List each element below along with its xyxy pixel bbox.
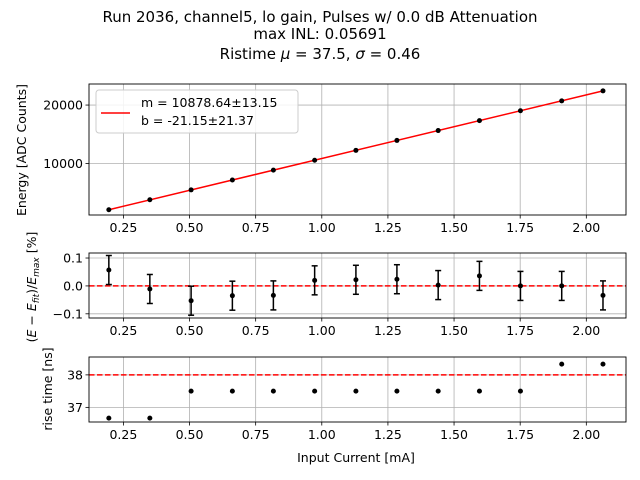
x-tick-label: 1.00 xyxy=(308,323,336,338)
y-tick-label: 20000 xyxy=(43,98,83,113)
data-point xyxy=(435,388,441,394)
data-point xyxy=(559,98,565,104)
data-point xyxy=(600,88,606,94)
x-tick-label: 1.50 xyxy=(440,323,468,338)
data-point xyxy=(270,292,276,298)
data-point xyxy=(106,207,112,213)
x-tick-label: 0.50 xyxy=(176,323,204,338)
data-point xyxy=(394,388,400,394)
risetime-panel: 0.25 0.50 0.75 1.00 1.25 1.50 1.75 2.00 37 38 xyxy=(67,356,627,442)
x-tick-label: 1.50 xyxy=(440,220,468,235)
legend: m = 10878.64±13.15 b = -21.15±21.37 xyxy=(95,89,299,134)
x-tick-label: 0.75 xyxy=(242,427,270,442)
data-point xyxy=(435,282,441,288)
data-point xyxy=(188,298,194,304)
data-point xyxy=(353,277,359,283)
y-tick-label: 0.0 xyxy=(63,278,83,293)
data-point xyxy=(353,147,359,153)
y-tick-label: 0.1 xyxy=(63,251,83,266)
data-point xyxy=(517,283,523,289)
data-point xyxy=(106,415,112,421)
data-point xyxy=(476,273,482,279)
data-point xyxy=(312,277,318,283)
x-tick-label: 1.75 xyxy=(506,220,534,235)
data-point xyxy=(559,283,565,289)
data-point xyxy=(312,157,318,163)
data-point xyxy=(270,388,276,394)
data-point xyxy=(559,361,565,367)
x-tick-label: 0.75 xyxy=(242,323,270,338)
axes-frame xyxy=(88,252,627,319)
x-tick-label: 1.00 xyxy=(308,220,336,235)
x-tick-label: 1.75 xyxy=(506,323,534,338)
data-point xyxy=(147,286,153,292)
x-tick-label: 0.25 xyxy=(109,427,137,442)
residual-ylabel: (E − Efit)/Emax [%] xyxy=(24,232,42,343)
x-tick-label: 1.25 xyxy=(374,323,402,338)
y-tick-label: 38 xyxy=(67,367,83,382)
legend-box xyxy=(95,89,299,134)
data-point xyxy=(435,128,441,134)
x-axis-label: Input Current [mA] xyxy=(297,450,415,465)
title-line-3: Ristime μ = 37.5, σ = 0.46 xyxy=(220,45,421,63)
x-tick-label: 1.25 xyxy=(374,427,402,442)
x-tick-label: 1.00 xyxy=(308,427,336,442)
y-tick-label: −0.1 xyxy=(53,306,83,321)
title-line-1: Run 2036, channel5, lo gain, Pulses w/ 0… xyxy=(102,8,537,26)
x-tick-label: 2.00 xyxy=(572,220,600,235)
axes-frame xyxy=(88,83,627,216)
data-point xyxy=(147,415,153,421)
data-point xyxy=(229,293,235,299)
data-point xyxy=(394,137,400,143)
x-tick-label: 2.00 xyxy=(572,427,600,442)
data-point xyxy=(312,388,318,394)
data-point xyxy=(353,388,359,394)
axes-frame xyxy=(88,356,627,423)
data-point xyxy=(188,187,194,193)
data-point xyxy=(188,388,194,394)
x-tick-label: 0.75 xyxy=(242,220,270,235)
data-point xyxy=(517,108,523,114)
data-point xyxy=(270,167,276,173)
energy-ylabel: Energy [ADC Counts] xyxy=(14,84,29,216)
data-point xyxy=(229,177,235,183)
data-point xyxy=(147,197,153,203)
x-tick-label: 1.75 xyxy=(506,427,534,442)
data-point xyxy=(517,388,523,394)
x-tick-label: 0.25 xyxy=(109,220,137,235)
x-tick-label: 1.25 xyxy=(374,220,402,235)
x-tick-label: 0.50 xyxy=(176,220,204,235)
legend-entry-b: b = -21.15±21.37 xyxy=(141,113,254,128)
risetime-ylabel: rise time [ns] xyxy=(40,347,55,430)
data-point xyxy=(229,388,235,394)
residual-panel: 0.25 0.50 0.75 1.00 1.25 1.50 1.75 2.00 −0.1 0.0 0… xyxy=(53,251,627,338)
x-tick-label: 0.50 xyxy=(176,427,204,442)
y-tick-label: 37 xyxy=(67,400,83,415)
energy-panel: 0.25 0.50 0.75 1.00 1.25 1.50 1.75 2.00 10000 200… xyxy=(43,83,627,235)
data-point xyxy=(600,361,606,367)
legend-entry-m: m = 10878.64±13.15 xyxy=(141,95,278,110)
title-line-2: max INL: 0.05691 xyxy=(253,25,386,43)
x-tick-label: 1.50 xyxy=(440,427,468,442)
data-point xyxy=(476,388,482,394)
data-point xyxy=(106,267,112,273)
data-point xyxy=(476,118,482,124)
y-tick-label: 10000 xyxy=(43,156,83,171)
x-tick-label: 0.25 xyxy=(109,323,137,338)
x-tick-label: 2.00 xyxy=(572,323,600,338)
data-point xyxy=(600,292,606,298)
data-point xyxy=(394,276,400,282)
